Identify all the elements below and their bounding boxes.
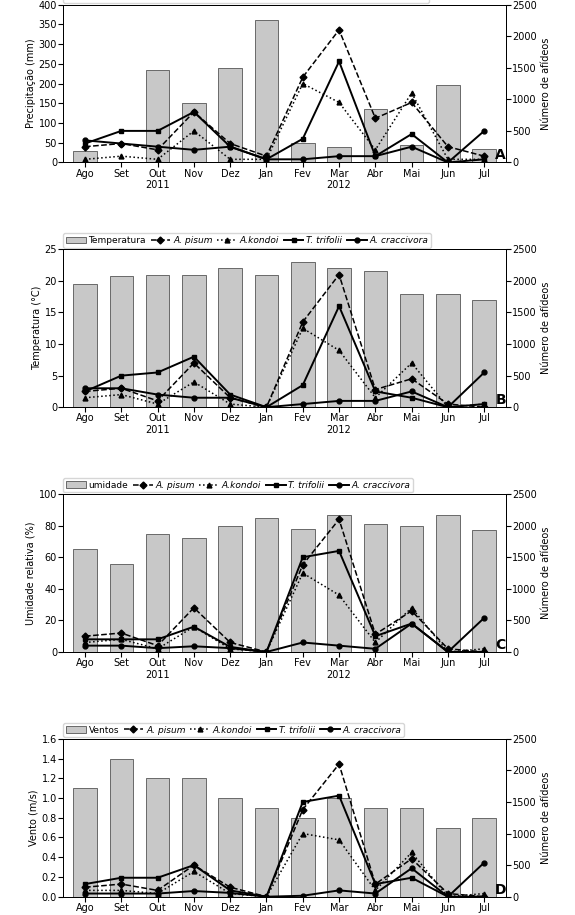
Legend: Temperatura, A. pisum, A.kondoi, T. trifolii, A. craccivora: Temperatura, A. pisum, A.kondoi, T. trif… <box>63 233 431 248</box>
Bar <box>109 564 133 652</box>
Y-axis label: Temperatura (°C): Temperatura (°C) <box>32 286 42 371</box>
Bar <box>218 268 242 407</box>
Bar <box>291 818 315 897</box>
Bar <box>182 538 206 652</box>
Bar <box>473 531 496 652</box>
Bar <box>182 274 206 407</box>
Y-axis label: Vento (m/s): Vento (m/s) <box>29 790 39 846</box>
Bar <box>363 272 387 407</box>
Y-axis label: Número de afídeos: Número de afídeos <box>541 38 551 130</box>
Bar <box>363 808 387 897</box>
Bar <box>255 274 278 407</box>
Bar <box>291 143 315 163</box>
Bar <box>400 808 423 897</box>
Bar <box>400 525 423 652</box>
Bar <box>400 145 423 163</box>
Bar <box>473 148 496 163</box>
Bar <box>146 70 170 163</box>
Bar <box>255 20 278 163</box>
Bar <box>109 276 133 407</box>
Bar <box>473 818 496 897</box>
Bar <box>255 518 278 652</box>
Bar <box>327 146 351 163</box>
Text: C: C <box>496 638 506 652</box>
Bar <box>436 828 460 897</box>
Bar <box>363 109 387 163</box>
Bar <box>218 798 242 897</box>
Y-axis label: Precipitação (mm): Precipitação (mm) <box>26 38 36 128</box>
Bar <box>291 529 315 652</box>
Y-axis label: Umidade relativa (%): Umidade relativa (%) <box>26 522 36 625</box>
Bar <box>436 294 460 407</box>
Y-axis label: Número de afídeos: Número de afídeos <box>541 282 551 374</box>
Bar <box>182 779 206 897</box>
Bar <box>182 103 206 163</box>
Legend: umidade, A. pisum, A.kondoi, T. trifolii, A. craccivora: umidade, A. pisum, A.kondoi, T. trifolii… <box>63 478 413 492</box>
Y-axis label: Número de afídeos: Número de afídeos <box>541 771 551 864</box>
Bar <box>146 533 170 652</box>
Bar <box>291 262 315 407</box>
Bar <box>436 514 460 652</box>
Bar <box>218 68 242 163</box>
Bar <box>218 525 242 652</box>
Bar <box>109 759 133 897</box>
Bar <box>400 294 423 407</box>
Text: D: D <box>494 883 506 897</box>
Bar <box>73 284 97 407</box>
Bar <box>363 524 387 652</box>
Bar <box>327 798 351 897</box>
Bar <box>255 808 278 897</box>
Legend: Ventos, A. pisum, A.kondoi, T. trifolii, A. craccivora: Ventos, A. pisum, A.kondoi, T. trifolii,… <box>63 723 404 737</box>
Text: A: A <box>495 148 506 163</box>
Bar <box>146 779 170 897</box>
Bar <box>73 549 97 652</box>
Bar <box>146 275 170 407</box>
Bar <box>436 85 460 163</box>
Text: B: B <box>496 393 506 407</box>
Y-axis label: Número de afídeos: Número de afídeos <box>541 527 551 619</box>
Legend: Precipitação, A. pisum, A.kondoi, T. trifolii, A. craccivora: Precipitação, A. pisum, A.kondoi, T. tri… <box>63 0 429 3</box>
Bar <box>327 514 351 652</box>
Bar <box>73 151 97 163</box>
Bar <box>73 788 97 897</box>
Bar <box>473 300 496 407</box>
Bar <box>327 268 351 407</box>
